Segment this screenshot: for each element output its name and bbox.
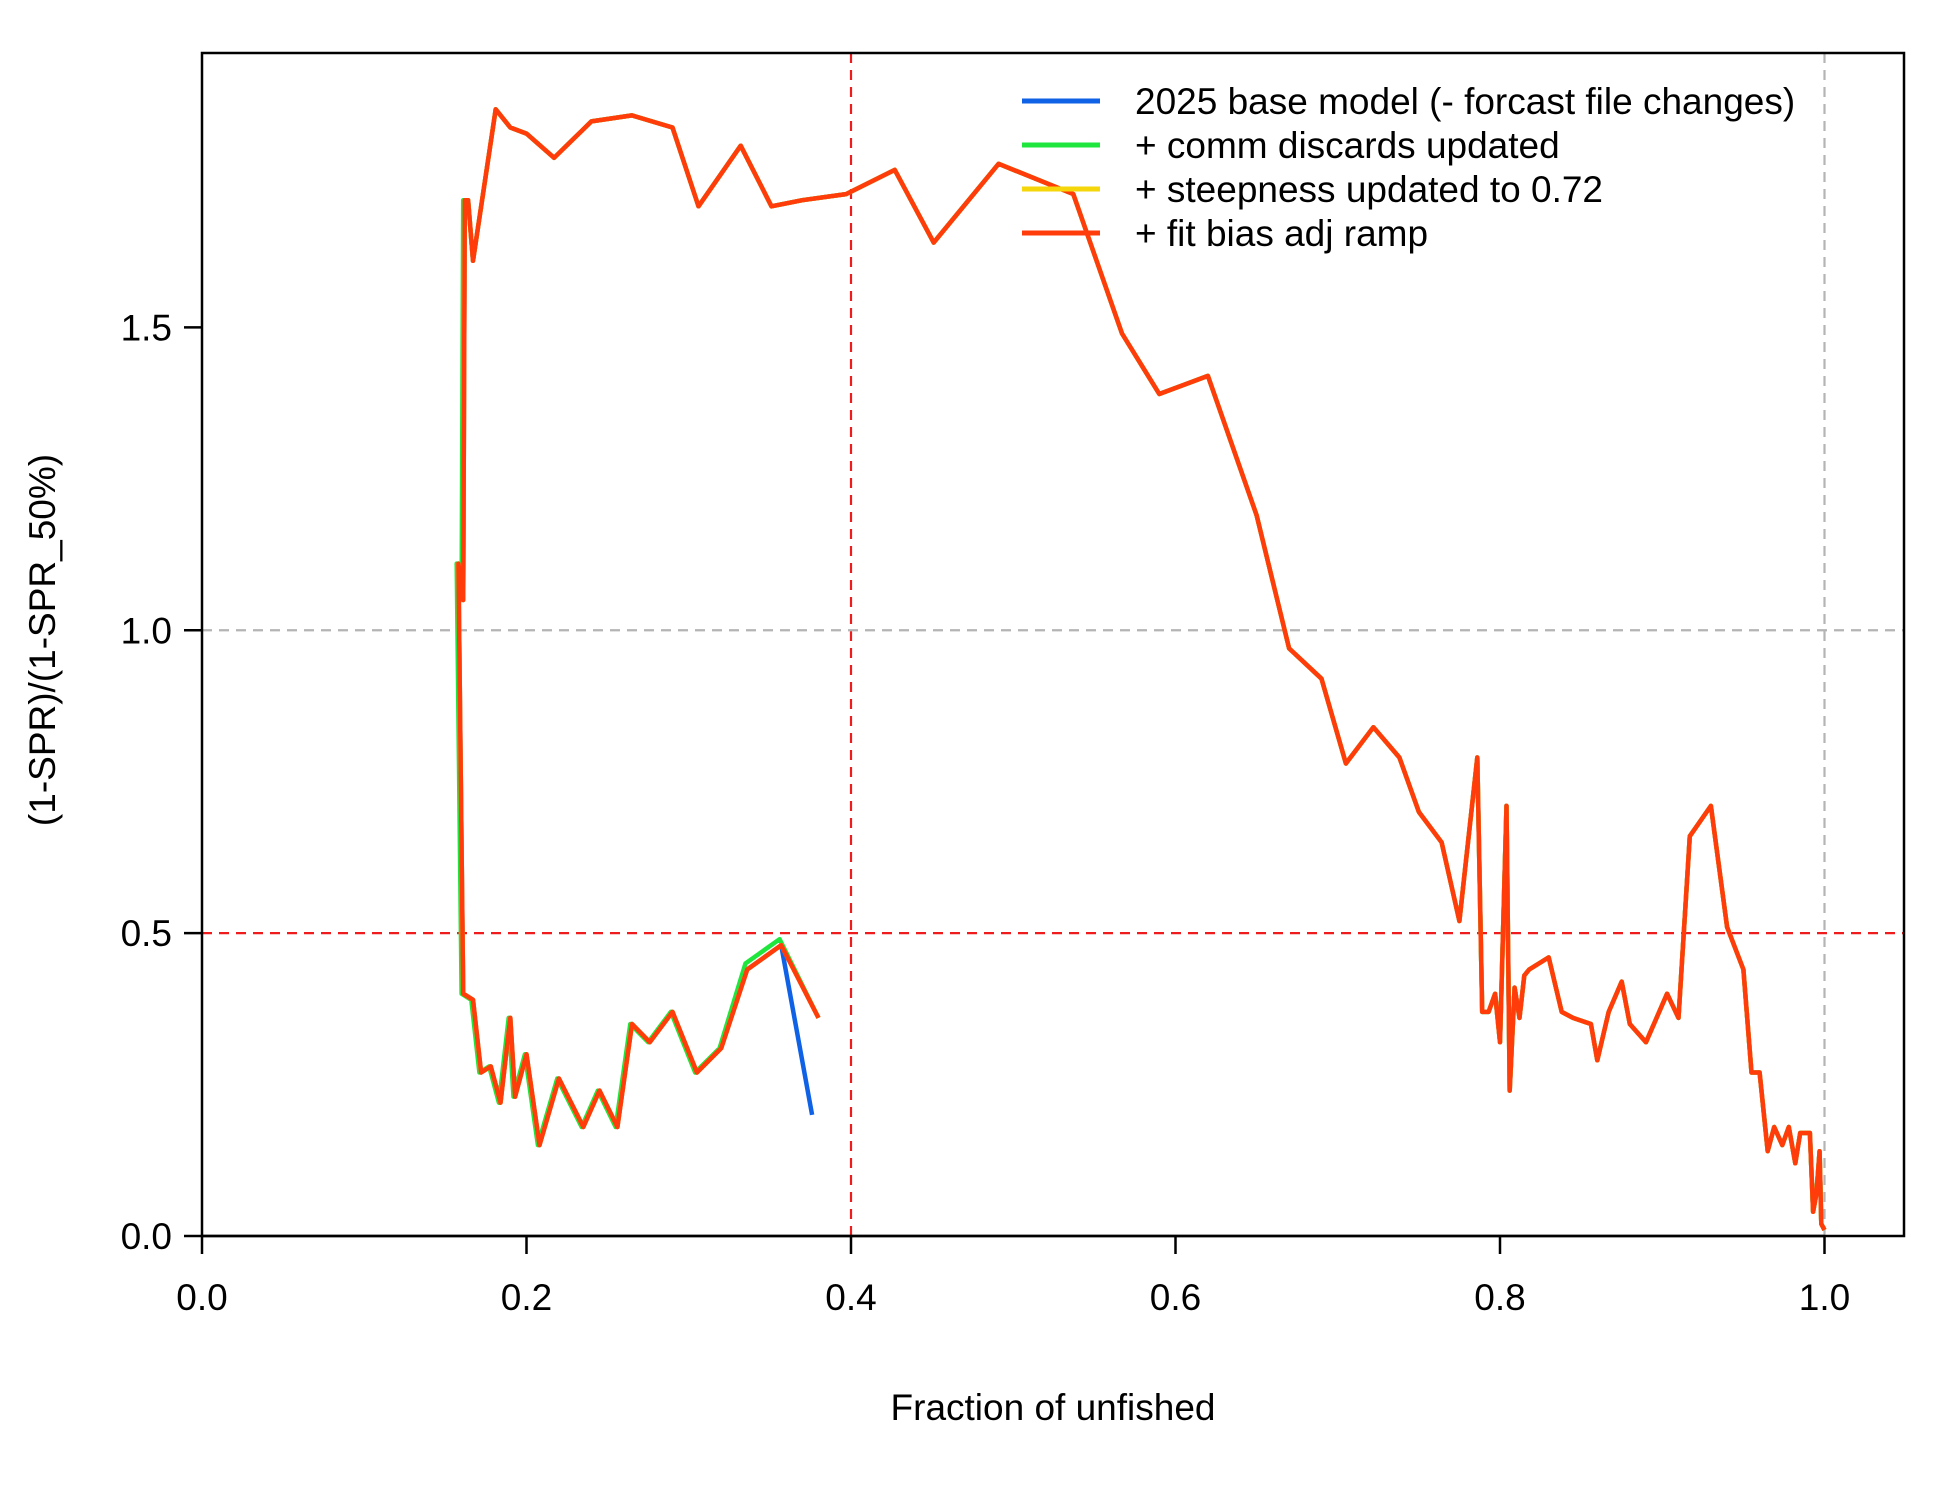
legend-label: 2025 base model (- forcast file changes) xyxy=(1135,81,1795,122)
x-tick-label: 0.0 xyxy=(176,1277,227,1318)
legend-label: + fit bias adj ramp xyxy=(1135,213,1428,254)
series-line xyxy=(454,107,1827,1231)
legend-label: + comm discards updated xyxy=(1135,125,1560,166)
y-axis-label: (1-SPR)/(1-SPR_50%) xyxy=(22,454,63,826)
series-line xyxy=(456,107,1827,1231)
legend-label: + steepness updated to 0.72 xyxy=(1135,169,1603,210)
x-axis-label: Fraction of unfished xyxy=(891,1387,1216,1428)
y-tick-label: 1.5 xyxy=(121,307,172,348)
x-tick-label: 1.0 xyxy=(1799,1277,1850,1318)
x-tick-label: 0.6 xyxy=(1150,1277,1201,1318)
series-line xyxy=(456,107,1827,1231)
y-tick-label: 0.0 xyxy=(121,1216,172,1257)
x-tick-label: 0.4 xyxy=(825,1277,876,1318)
x-tick-label: 0.8 xyxy=(1474,1277,1525,1318)
series-line xyxy=(456,107,1827,1231)
x-tick-label: 0.2 xyxy=(501,1277,552,1318)
y-tick-label: 1.0 xyxy=(121,610,172,651)
y-tick-label: 0.5 xyxy=(121,913,172,954)
